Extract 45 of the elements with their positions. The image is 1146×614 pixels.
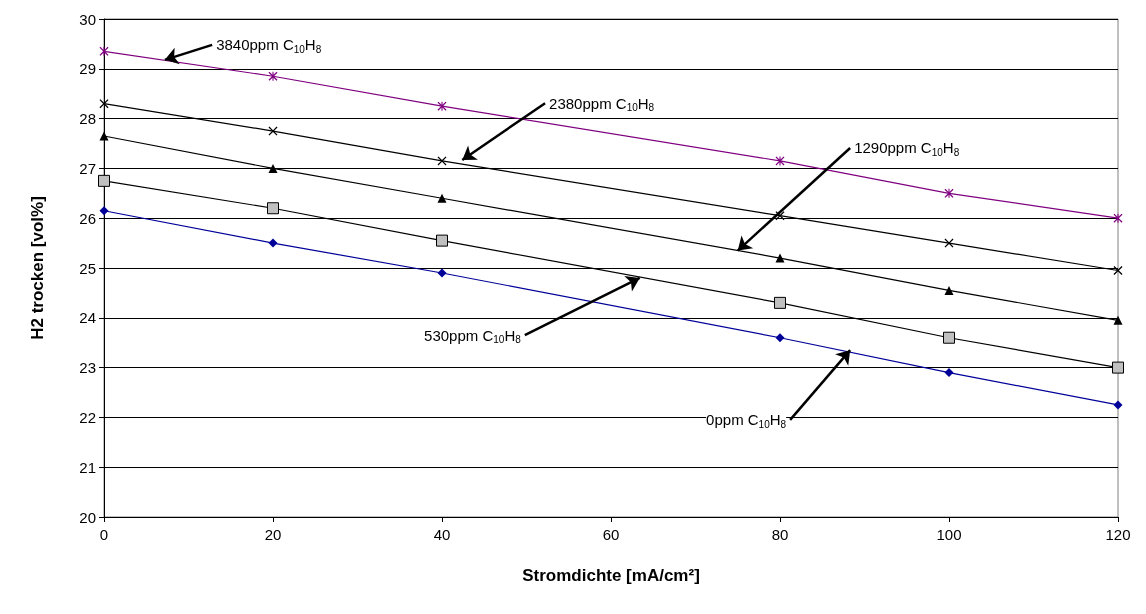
y-tick-label: 26: [79, 209, 96, 227]
y-tick-label: 25: [79, 259, 96, 277]
point: [268, 163, 278, 173]
point: [1113, 400, 1123, 410]
point: [775, 333, 785, 343]
point: [99, 46, 109, 56]
point: [775, 253, 785, 263]
point: [1113, 213, 1123, 223]
point: [944, 368, 954, 378]
x-tick-label: 20: [264, 526, 282, 543]
x-tick-label: 120: [1105, 526, 1131, 543]
point: [99, 131, 109, 141]
x-tick-label: 80: [771, 526, 789, 543]
point: [268, 238, 278, 248]
point: [1112, 361, 1124, 374]
point: [98, 174, 110, 187]
x-tick-label: 100: [936, 526, 962, 543]
point: [1113, 265, 1123, 275]
y-tick-label: 28: [79, 110, 96, 128]
point: [436, 234, 448, 247]
point: [437, 193, 447, 203]
point: [99, 99, 109, 109]
point: [268, 71, 278, 81]
y-tick-label: 24: [79, 309, 96, 327]
point: [944, 188, 954, 198]
point: [437, 268, 447, 278]
point: [944, 285, 954, 295]
y-tick-label: 20: [79, 508, 96, 526]
x-tick-label: 60: [602, 526, 620, 543]
y-tick-label: 29: [79, 60, 96, 78]
point: [1113, 315, 1123, 325]
y-axis-title: H2 trocken [vol%]: [28, 196, 47, 340]
point: [437, 101, 447, 111]
point: [943, 331, 955, 344]
point: [267, 202, 279, 215]
x-tick-label: 0: [99, 526, 109, 543]
y-tick-label: 30: [79, 10, 96, 28]
x-axis-title: Stromdichte [mA/cm²]: [522, 566, 700, 585]
x-tick-label: 40: [433, 526, 451, 543]
point: [775, 211, 785, 221]
y-tick-label: 21: [79, 458, 96, 476]
y-tick-label: 23: [79, 359, 96, 377]
y-tick-label: 27: [79, 159, 96, 177]
point: [774, 296, 786, 309]
y-tick-label: 22: [79, 408, 96, 426]
